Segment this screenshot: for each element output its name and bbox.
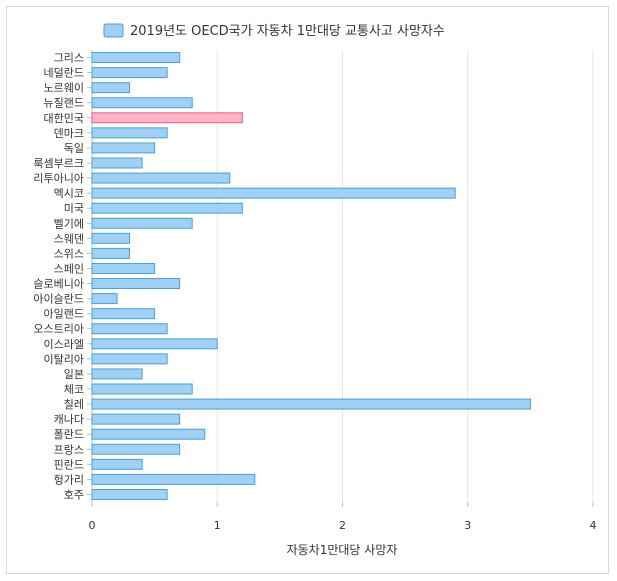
legend-label: 2019년도 OECD국가 자동차 1만대당 교통사고 사망자수 <box>130 24 445 39</box>
bar <box>91 473 256 485</box>
category-label: 일본 <box>64 367 84 381</box>
category-label: 대한민국 <box>44 112 84 125</box>
bar <box>91 172 231 184</box>
category-label: 핀란드 <box>54 458 84 471</box>
legend-swatch <box>103 23 124 38</box>
bar <box>91 353 168 365</box>
x-tick-label: 3 <box>464 519 471 532</box>
category-label: 미국 <box>64 202 84 215</box>
category-labels: 그리스네덜란드노르웨이뉴질랜드대한민국덴마크독일룩셈부르크리투아니아멕시코미국벨… <box>33 52 84 502</box>
bar <box>91 428 206 440</box>
bar <box>91 67 168 79</box>
bar <box>91 383 193 395</box>
x-tick-labels: 0 1 2 3 4 <box>89 519 597 532</box>
bar <box>91 458 143 470</box>
category-label: 호주 <box>64 488 84 501</box>
bar <box>91 202 243 214</box>
x-tick-label: 2 <box>339 519 346 532</box>
x-tick-label: 0 <box>89 519 96 532</box>
bar <box>91 262 156 274</box>
category-label: 체코 <box>64 383 84 396</box>
bar <box>91 127 168 139</box>
bar <box>91 52 181 64</box>
category-label: 폴란드 <box>54 428 84 441</box>
category-label: 아이슬란드 <box>33 293 84 306</box>
category-label: 헝가리 <box>54 473 84 486</box>
category-label: 네덜란드 <box>44 67 84 80</box>
bar <box>91 293 118 305</box>
bar <box>91 323 168 335</box>
bars <box>91 52 531 500</box>
bar <box>91 82 131 94</box>
bar <box>91 488 168 500</box>
category-label: 독일 <box>64 141 84 155</box>
bar <box>91 112 243 124</box>
category-label: 스웨덴 <box>54 232 84 245</box>
category-label: 오스트리아 <box>33 323 84 336</box>
category-label: 벨기에 <box>54 217 84 230</box>
category-label: 룩셈부르크 <box>33 157 84 170</box>
category-label: 그리스 <box>54 52 84 65</box>
bar <box>91 142 156 154</box>
category-label: 슬로베니아 <box>33 278 84 291</box>
category-label: 멕시코 <box>54 187 84 200</box>
bar <box>91 368 143 380</box>
bar <box>91 413 181 425</box>
bar <box>91 247 131 259</box>
bar <box>91 398 531 410</box>
x-axis-title: 자동차1만대당 사망자 <box>287 543 398 557</box>
bar <box>91 278 181 290</box>
x-tick-label: 1 <box>214 519 221 532</box>
category-label: 이스라엘 <box>44 338 84 351</box>
bar <box>91 97 193 109</box>
category-label: 덴마크 <box>54 127 84 140</box>
bar <box>91 157 143 169</box>
bar <box>91 217 193 229</box>
category-label: 캐나다 <box>54 413 84 426</box>
category-label: 아일랜드 <box>44 307 84 321</box>
category-label: 스위스 <box>54 247 84 260</box>
category-label: 이탈리아 <box>44 353 84 366</box>
category-label: 뉴질랜드 <box>44 97 84 110</box>
bar <box>91 187 456 199</box>
x-tick-label: 4 <box>590 519 597 532</box>
category-label: 리투아니아 <box>33 172 84 185</box>
grid-lines <box>87 50 594 507</box>
bar <box>91 308 156 320</box>
category-label: 노르웨이 <box>44 82 84 95</box>
category-label: 칠레 <box>64 398 84 411</box>
bar <box>91 338 218 350</box>
legend: 2019년도 OECD국가 자동차 1만대당 교통사고 사망자수 <box>103 23 445 39</box>
category-label: 스페인 <box>54 262 84 275</box>
category-label: 프랑스 <box>54 443 84 456</box>
bar <box>91 443 181 455</box>
bar <box>91 232 131 244</box>
